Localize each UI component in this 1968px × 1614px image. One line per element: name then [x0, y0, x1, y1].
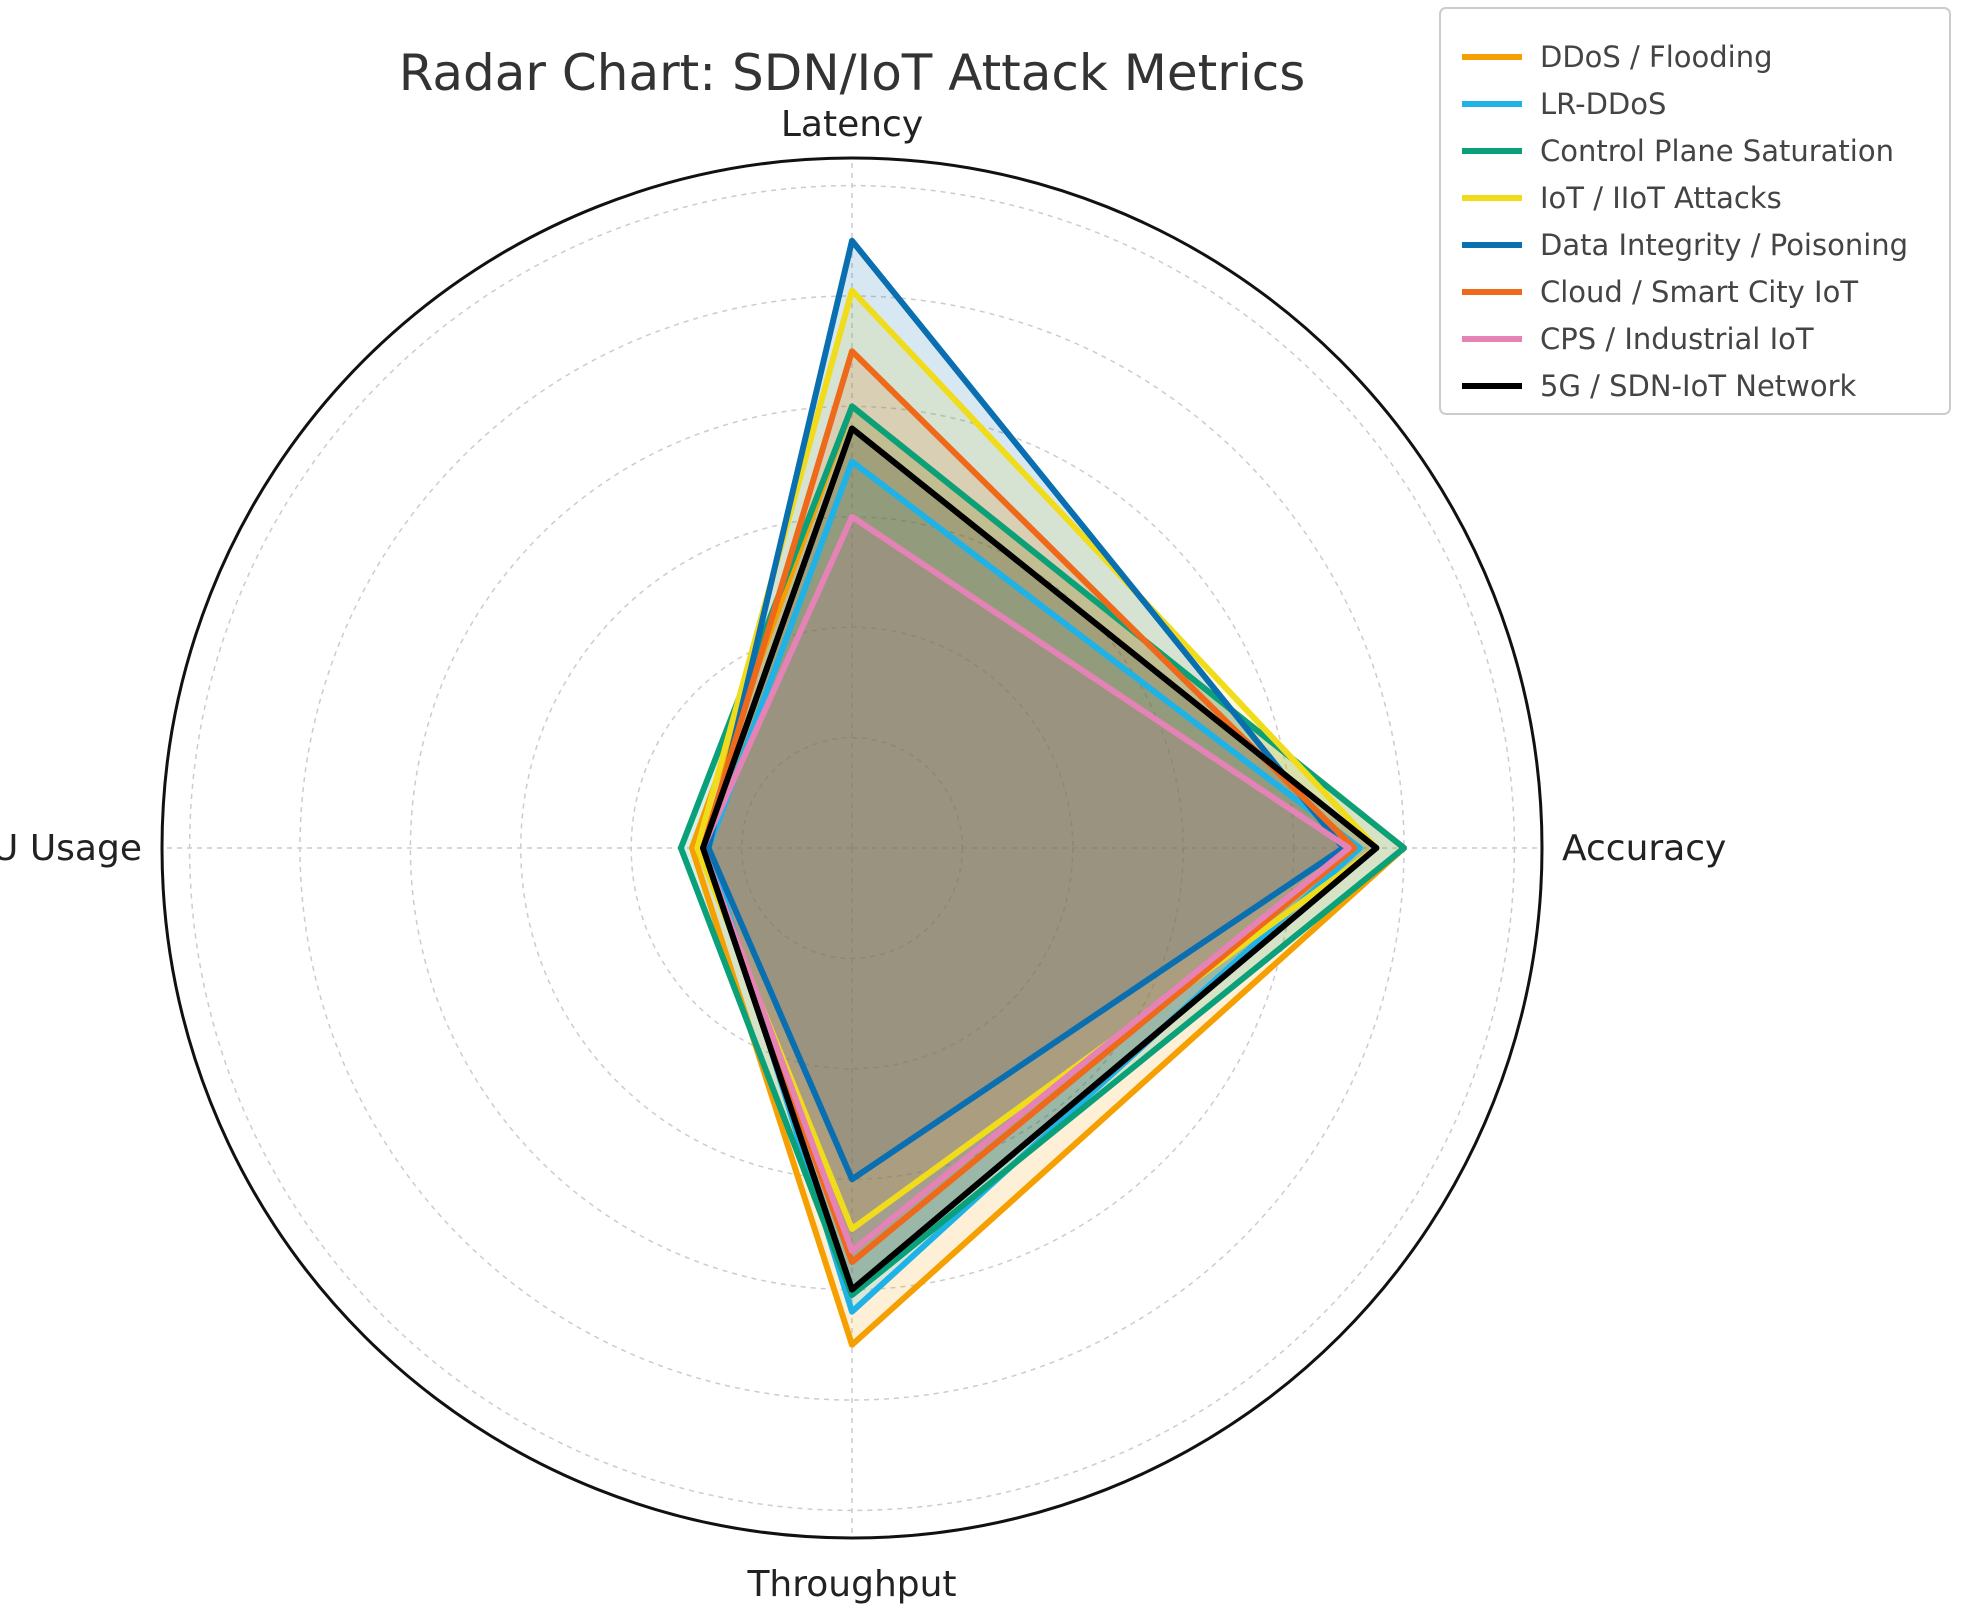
- legend-label: Control Plane Saturation: [1540, 134, 1894, 168]
- series-fill: [708, 461, 1360, 1312]
- axis-label: Accuracy: [1562, 828, 1726, 869]
- series-fill: [691, 406, 1404, 1345]
- radar-series: [677, 237, 1407, 1348]
- outer-ring: [160, 156, 1544, 1540]
- axis-labels: Latency Accuracy Throughput CPU Usage: [0, 104, 1726, 1605]
- legend-label: 5G / SDN-IoT Network: [1540, 369, 1857, 403]
- chart-title: Radar Chart: SDN/IoT Attack Metrics: [399, 44, 1306, 102]
- series-line: [700, 513, 1352, 1254]
- series-line: [705, 237, 1347, 1183]
- legend: DDoS / Flooding LR-DDoS Control Plane Satu…: [1439, 7, 1951, 415]
- series-fill: [703, 351, 1355, 1262]
- series-line: [694, 287, 1380, 1232]
- axis-label: Latency: [781, 104, 923, 145]
- legend-label: Data Integrity / Poisoning: [1540, 228, 1908, 262]
- legend-frame: [1439, 7, 1951, 415]
- series-fill: [703, 428, 1377, 1290]
- axis-label: CPU Usage: [0, 828, 142, 869]
- series-line: [700, 348, 1358, 1265]
- legend-label: DDoS / Flooding: [1540, 40, 1773, 74]
- series-line: [700, 425, 1380, 1293]
- series-fill: [703, 516, 1349, 1251]
- legend-label: IoT / IIoT Attacks: [1540, 181, 1782, 215]
- axis-label: Throughput: [746, 1564, 956, 1605]
- legend-label: LR-DDoS: [1540, 87, 1666, 121]
- legend-label: Cloud / Smart City IoT: [1540, 275, 1858, 309]
- series-line: [705, 458, 1363, 1315]
- series-fill: [680, 406, 1404, 1296]
- legend-label: CPS / Industrial IoT: [1540, 322, 1814, 356]
